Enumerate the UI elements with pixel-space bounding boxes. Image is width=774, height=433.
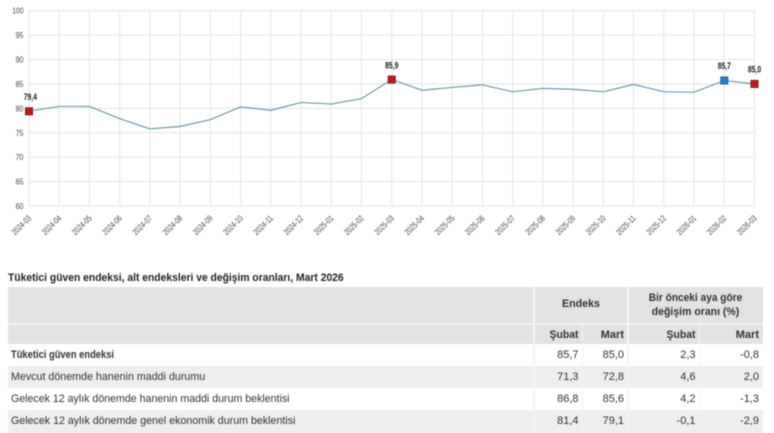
svg-text:2026-03: 2026-03	[735, 213, 759, 237]
svg-text:85,7: 85,7	[718, 61, 731, 71]
svg-text:2024-08: 2024-08	[160, 213, 184, 237]
svg-text:100: 100	[12, 6, 23, 16]
svg-text:2024-09: 2024-09	[191, 213, 215, 237]
svg-text:2024-07: 2024-07	[130, 213, 154, 237]
svg-text:2024-05: 2024-05	[70, 213, 94, 237]
svg-text:60: 60	[16, 201, 24, 211]
svg-text:85: 85	[16, 79, 24, 89]
svg-text:70: 70	[16, 152, 24, 162]
svg-text:2024-10: 2024-10	[221, 213, 245, 237]
svg-text:2024-04: 2024-04	[40, 213, 64, 237]
svg-text:2024-11: 2024-11	[251, 213, 275, 237]
svg-text:80: 80	[16, 103, 24, 113]
svg-text:2026-01: 2026-01	[674, 213, 698, 237]
svg-text:95: 95	[16, 30, 24, 40]
svg-text:75: 75	[16, 128, 24, 138]
svg-text:2025-04: 2025-04	[402, 213, 426, 237]
svg-text:2025-01: 2025-01	[312, 213, 336, 237]
svg-text:2024-06: 2024-06	[100, 213, 124, 237]
svg-text:90: 90	[16, 55, 24, 65]
svg-text:85,0: 85,0	[748, 65, 761, 75]
svg-text:2025-09: 2025-09	[553, 213, 577, 237]
svg-text:2025-07: 2025-07	[493, 213, 517, 237]
svg-text:79,4: 79,4	[24, 92, 37, 102]
svg-text:2025-10: 2025-10	[584, 213, 608, 237]
svg-text:2024-03: 2024-03	[9, 213, 33, 237]
svg-text:2025-03: 2025-03	[372, 213, 396, 237]
svg-text:2025-05: 2025-05	[433, 213, 457, 237]
svg-text:2025-06: 2025-06	[463, 213, 487, 237]
svg-text:2025-11: 2025-11	[614, 213, 638, 237]
svg-text:2025-12: 2025-12	[644, 213, 668, 237]
svg-text:2025-02: 2025-02	[342, 213, 366, 237]
svg-text:2025-08: 2025-08	[523, 213, 547, 237]
svg-text:2024-12: 2024-12	[281, 213, 305, 237]
svg-text:2026-02: 2026-02	[705, 213, 729, 237]
svg-text:85,9: 85,9	[385, 60, 398, 70]
svg-text:65: 65	[16, 177, 24, 187]
